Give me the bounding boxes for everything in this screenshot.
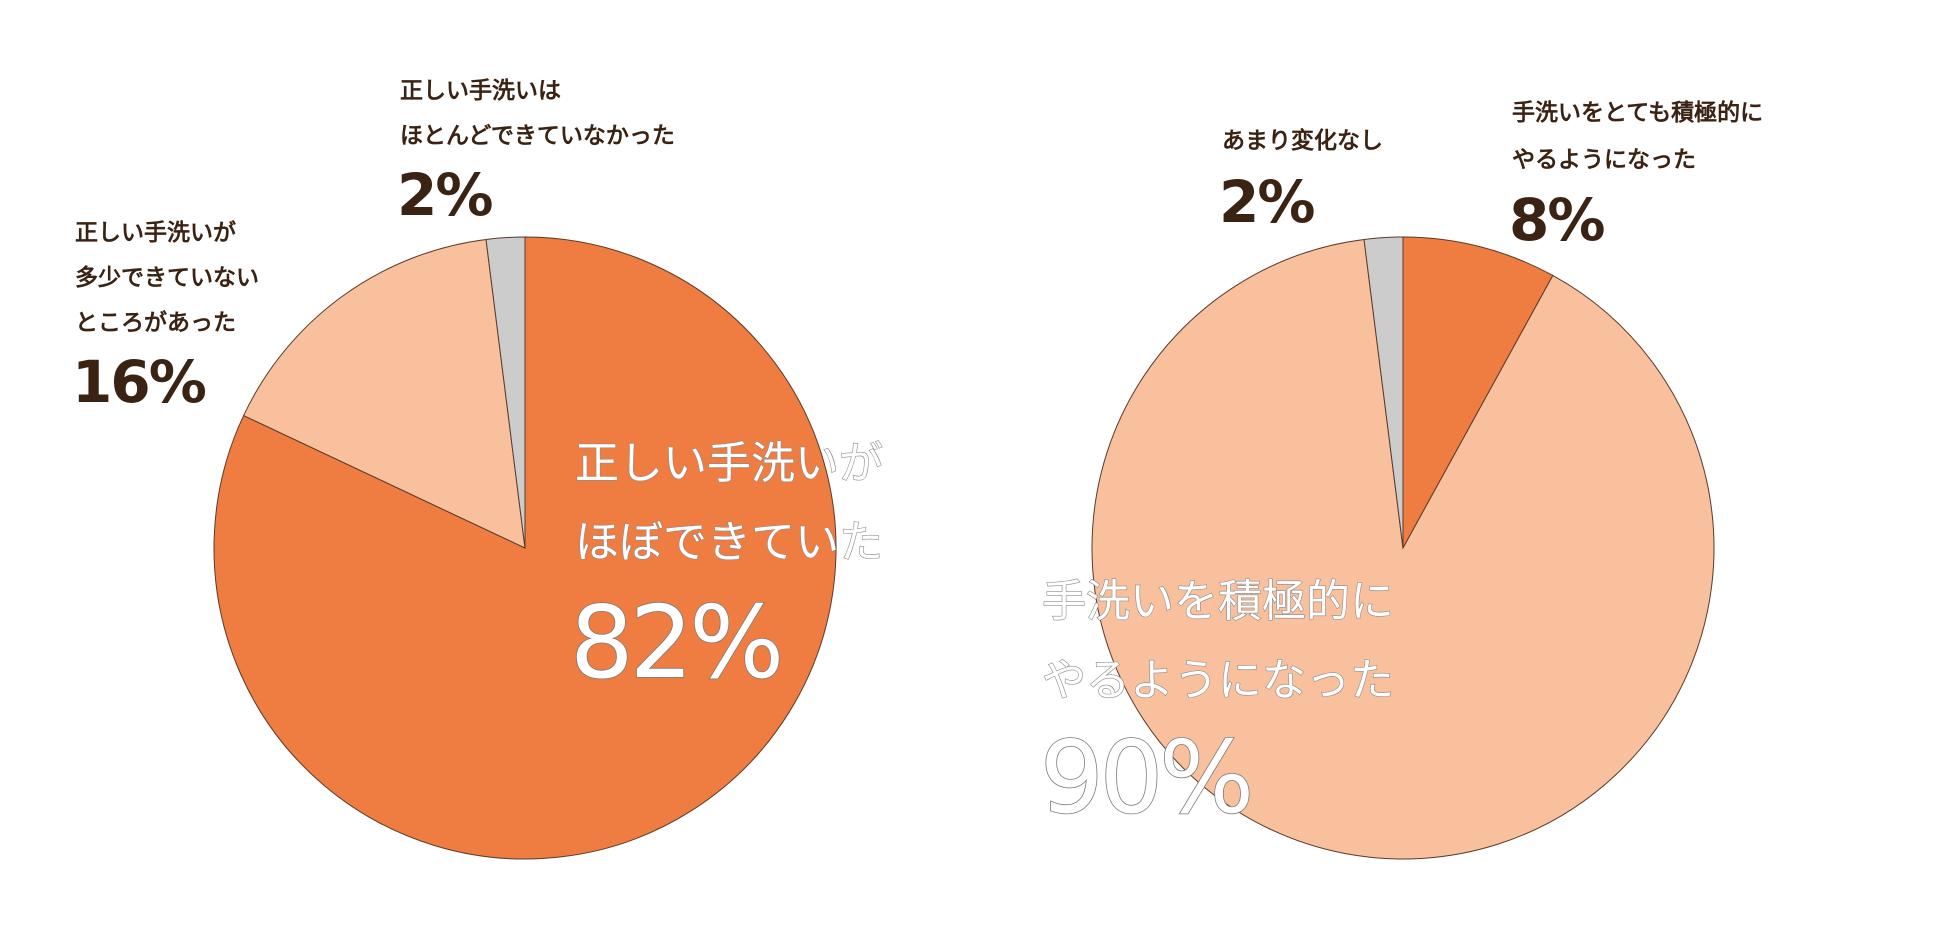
- slice-value-label: 2%: [397, 161, 492, 229]
- slice-label-line: やるようになった: [1042, 655, 1394, 706]
- slice-value-label: 82%: [570, 584, 780, 701]
- label-group-right-2: あまり変化なし 2%: [1219, 127, 1383, 236]
- pie-slice-8pct: [1402, 236, 1554, 549]
- pie-slice-2pct: [485, 236, 526, 549]
- label-group-left-16: 正しい手洗いが 多少できていない ところがあった 16%: [72, 219, 259, 416]
- slice-value-label: 90%: [1040, 719, 1250, 836]
- slice-value-label: 8%: [1509, 186, 1604, 254]
- label-group-right-90: 手洗いを積極的に やるようになった 90%: [1039, 575, 1394, 836]
- label-group-left-82: 正しい手洗いが ほぼできていた 82%: [569, 437, 883, 701]
- label-group-right-8: 手洗いをとても積極的に やるようになった 8%: [1509, 99, 1763, 254]
- slice-label-line: 正しい手洗いが: [75, 219, 236, 246]
- pie-slice-2pct: [1363, 236, 1404, 549]
- slice-label-line: 正しい手洗いは: [400, 78, 561, 104]
- slice-label-line: 正しい手洗いが: [575, 438, 883, 489]
- slice-label-line: 手洗いをとても積極的に: [1512, 99, 1763, 126]
- slice-label-line: やるようになった: [1512, 147, 1696, 173]
- slice-label-line: ほとんどできていなかった: [400, 123, 675, 149]
- pie-slice-16pct: [242, 238, 526, 549]
- slice-label-line: ほぼできていた: [575, 517, 883, 568]
- pie-chart-left: [213, 236, 837, 860]
- pie-slice-90pct: [1091, 238, 1715, 860]
- slice-label-line: 多少できていない: [75, 264, 259, 291]
- slice-label-line: ところがあった: [75, 309, 236, 336]
- slice-value-label: 2%: [1219, 168, 1314, 236]
- label-group-left-2: 正しい手洗いは ほとんどできていなかった 2%: [397, 78, 675, 229]
- pie-chart-right: [1091, 236, 1715, 860]
- slice-label-line: 手洗いを積極的に: [1042, 576, 1394, 627]
- slice-value-label: 16%: [72, 348, 206, 416]
- slice-label-line: あまり変化なし: [1222, 127, 1383, 154]
